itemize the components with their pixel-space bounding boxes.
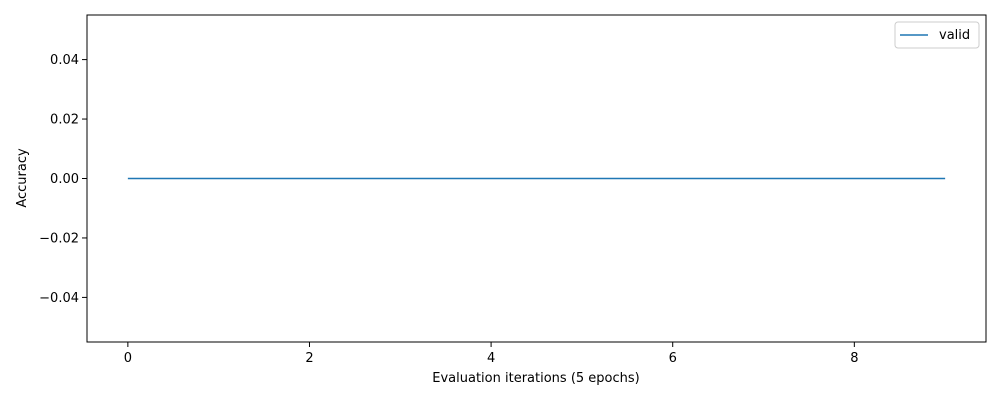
- legend: valid: [894, 21, 980, 49]
- x-tick-label: 0: [124, 351, 132, 366]
- x-tick-label: 4: [487, 351, 495, 366]
- x-axis-label: Evaluation iterations (5 epochs): [432, 371, 639, 386]
- y-tick-label: −0.02: [39, 231, 79, 246]
- y-tick-label: 0.00: [50, 172, 79, 187]
- x-axis-ticks: 0 2 4 6 8: [124, 342, 858, 366]
- y-tick-label: −0.04: [39, 291, 79, 306]
- y-tick-label: 0.04: [50, 53, 79, 68]
- x-tick-label: 8: [850, 351, 858, 366]
- legend-label-valid: valid: [939, 28, 970, 43]
- y-axis-ticks: −0.04 −0.02 0.00 0.02 0.04: [39, 53, 87, 306]
- x-tick-label: 6: [669, 351, 677, 366]
- legend-box: [894, 21, 980, 49]
- y-tick-label: 0.02: [50, 113, 79, 128]
- y-axis-label: Accuracy: [15, 148, 30, 208]
- x-tick-label: 2: [305, 351, 313, 366]
